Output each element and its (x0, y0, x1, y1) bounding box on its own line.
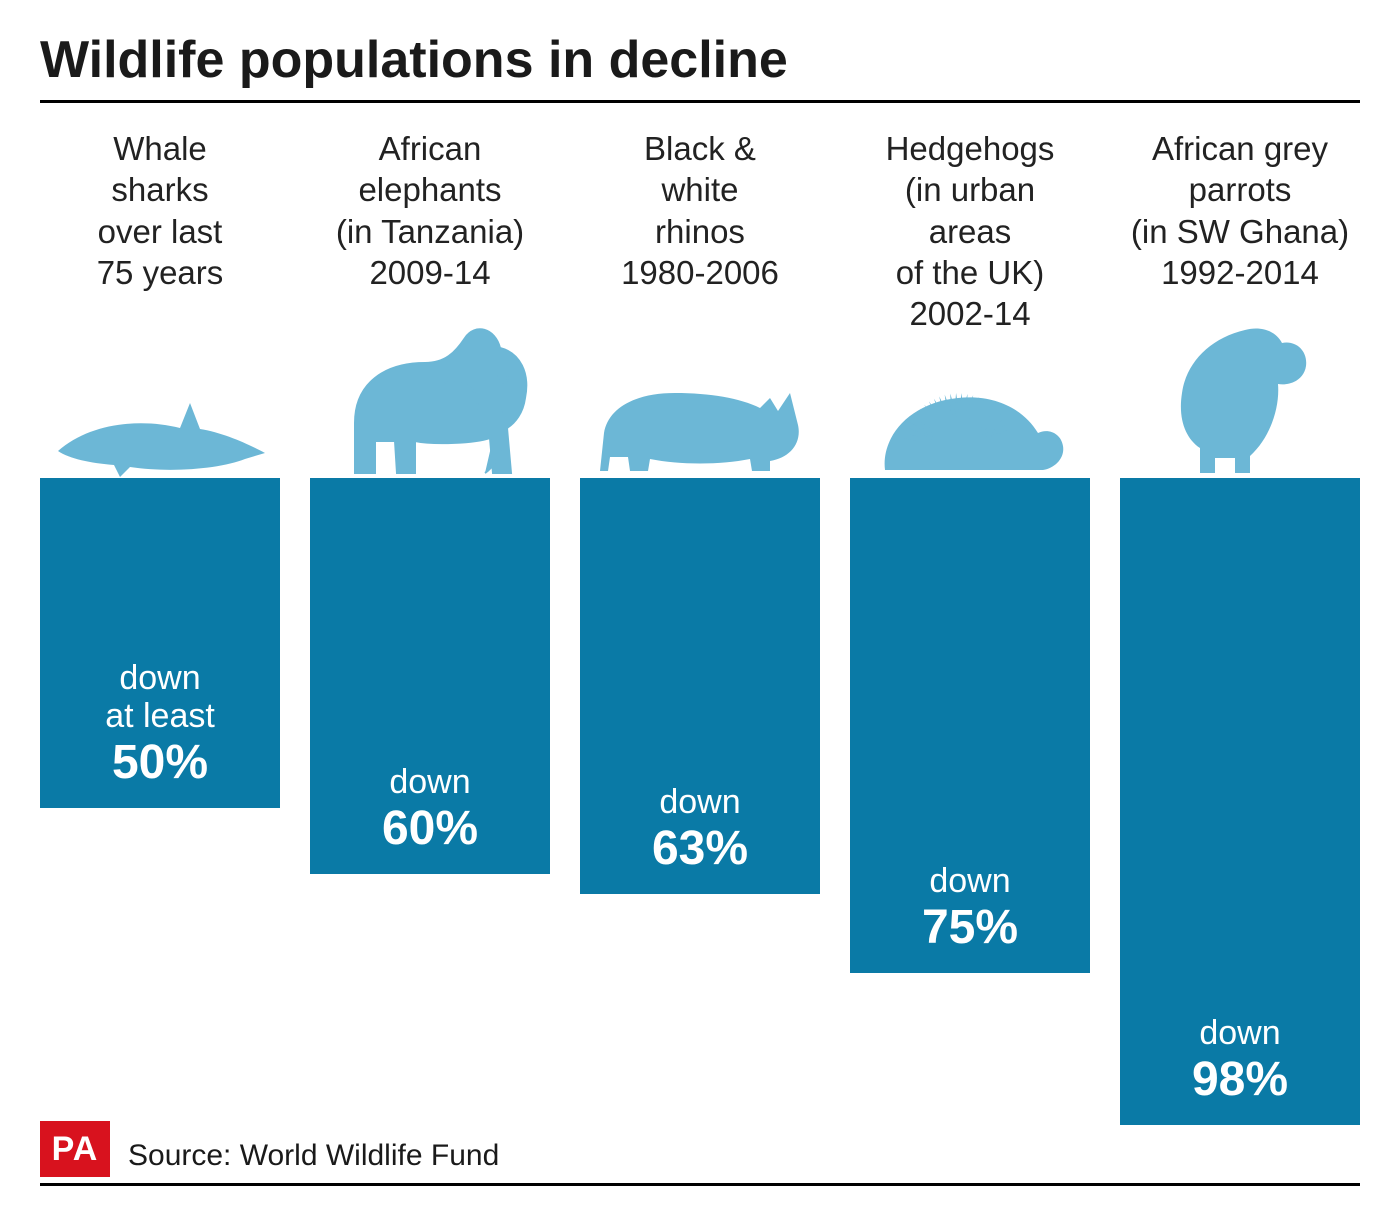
chart-column: Black &whiterhinos1980-2006 down63% (580, 128, 820, 894)
rhino-icon (580, 328, 820, 478)
bar-percent: 75% (922, 902, 1018, 955)
decline-bar: down98% (1120, 478, 1360, 1125)
bar-down-text: down (1199, 1015, 1280, 1052)
decline-bar: down60% (310, 478, 550, 874)
bar-down-text: down (929, 863, 1010, 900)
decline-bar: down63% (580, 478, 820, 894)
parrot-icon (1120, 328, 1360, 478)
source-text: Source: World Wildlife Fund (128, 1139, 499, 1177)
hedgehog-icon (850, 328, 1090, 478)
shark-icon (40, 328, 280, 478)
decline-bar: down75% (850, 478, 1090, 973)
column-label: Whalesharksover last75 years (97, 128, 224, 338)
chart-column: Africanelephants(in Tanzania)2009-14 down… (310, 128, 550, 874)
chart-title: Wildlife populations in decline (40, 30, 1360, 90)
chart-area: Whalesharksover last75 years downat least… (40, 128, 1360, 1128)
elephant-icon (310, 328, 550, 478)
column-label: Hedgehogs(in urbanareasof the UK)2002-14 (886, 128, 1055, 338)
title-rule (40, 100, 1360, 103)
footer: PA Source: World Wildlife Fund (40, 1121, 1360, 1186)
bar-percent: 63% (652, 823, 748, 876)
bar-down-text: downat least (105, 660, 215, 735)
column-label: African greyparrots(in SW Ghana)1992-201… (1131, 128, 1349, 338)
bar-down-text: down (389, 764, 470, 801)
bar-percent: 60% (382, 803, 478, 856)
chart-column: African greyparrots(in SW Ghana)1992-201… (1120, 128, 1360, 1125)
chart-column: Whalesharksover last75 years downat least… (40, 128, 280, 808)
bar-down-text: down (659, 784, 740, 821)
chart-column: Hedgehogs(in urbanareasof the UK)2002-14… (850, 128, 1090, 973)
bar-percent: 50% (112, 737, 208, 790)
bar-percent: 98% (1192, 1054, 1288, 1107)
column-label: Black &whiterhinos1980-2006 (621, 128, 779, 338)
column-label: Africanelephants(in Tanzania)2009-14 (336, 128, 524, 338)
decline-bar: downat least50% (40, 478, 280, 808)
pa-badge: PA (40, 1121, 110, 1177)
